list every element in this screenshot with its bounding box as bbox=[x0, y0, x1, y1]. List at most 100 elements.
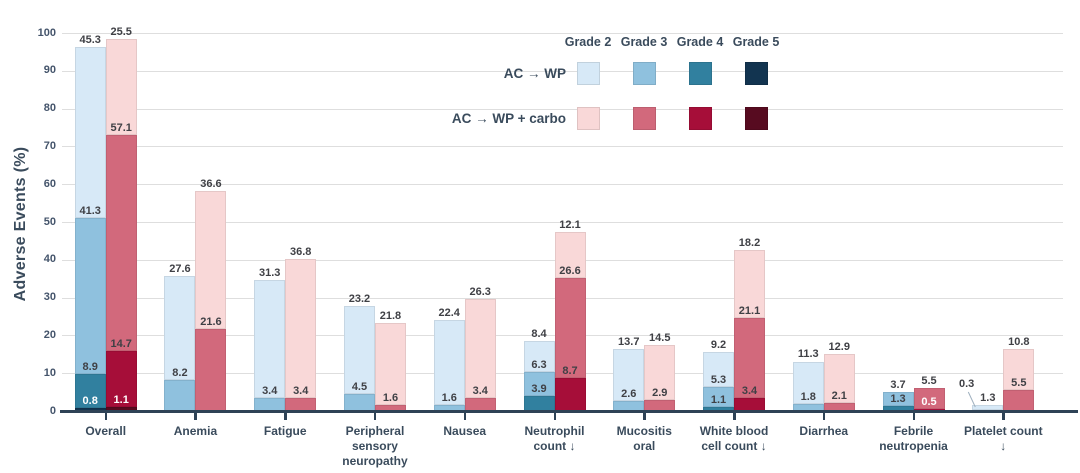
stacked-bar bbox=[433, 320, 465, 411]
bar-segment bbox=[343, 306, 375, 394]
value-label: 13.7 bbox=[618, 336, 640, 349]
bar-segment bbox=[972, 404, 1004, 410]
bar-segment bbox=[164, 275, 196, 381]
value-label: 21.8 bbox=[379, 309, 402, 322]
value-label: 14.7 bbox=[110, 338, 132, 351]
category-tick bbox=[733, 411, 736, 420]
value-label: 6.3 bbox=[531, 359, 547, 372]
value-label: 0.5 bbox=[921, 396, 937, 409]
gridline bbox=[62, 184, 1063, 186]
category-label: Platelet count ↓ bbox=[963, 424, 1043, 453]
category-tick bbox=[194, 411, 197, 420]
bar-segment bbox=[374, 322, 406, 405]
bar-segment bbox=[554, 277, 586, 379]
y-tick-label: 80 bbox=[43, 102, 56, 115]
category-tick bbox=[463, 411, 467, 420]
legend-swatch bbox=[576, 62, 600, 85]
bar-segment bbox=[523, 372, 555, 397]
value-label: 0.3 bbox=[959, 378, 975, 390]
value-label: 22.4 bbox=[438, 307, 460, 320]
stacked-bar bbox=[254, 279, 286, 411]
stacked-bar bbox=[164, 275, 196, 411]
value-label: 12.9 bbox=[828, 341, 850, 354]
bar-segment bbox=[74, 47, 106, 219]
bar-segment bbox=[554, 231, 586, 278]
stacked-bar bbox=[374, 322, 406, 411]
category-tick bbox=[912, 411, 916, 420]
stacked-bar bbox=[823, 354, 855, 411]
value-label: 3.7 bbox=[890, 379, 906, 392]
value-label: 26.6 bbox=[559, 264, 581, 277]
bar-segment bbox=[74, 218, 106, 375]
value-label: 1.3 bbox=[890, 393, 906, 406]
value-label: 8.7 bbox=[562, 365, 578, 378]
value-label: 9.2 bbox=[710, 339, 727, 352]
y-tick-label: 60 bbox=[43, 177, 56, 190]
category-tick bbox=[553, 411, 556, 420]
stacked-bar bbox=[613, 349, 645, 411]
stacked-bar bbox=[285, 259, 317, 411]
y-tick-label: 70 bbox=[43, 139, 56, 152]
value-label: 3.9 bbox=[531, 383, 547, 396]
value-label: 25.5 bbox=[110, 26, 132, 39]
legend-swatch bbox=[688, 62, 712, 85]
bar-segment bbox=[882, 392, 914, 407]
bar-segment bbox=[913, 388, 945, 410]
value-label: 2.1 bbox=[831, 390, 847, 403]
bar-segment bbox=[105, 351, 137, 407]
gridline bbox=[62, 222, 1063, 223]
category-label: Anemia bbox=[173, 424, 218, 438]
bar-segment bbox=[105, 39, 137, 136]
value-label: 3.4 bbox=[472, 385, 488, 398]
value-label: 1.3 bbox=[980, 391, 996, 404]
value-label: 12.1 bbox=[559, 218, 581, 231]
bar-segment bbox=[523, 396, 555, 411]
stacked-bar bbox=[703, 352, 735, 411]
stacked-bar bbox=[554, 231, 586, 411]
value-label: 27.6 bbox=[169, 262, 191, 275]
legend-swatch bbox=[632, 107, 656, 130]
value-label: 8.4 bbox=[531, 327, 547, 340]
bar-segment bbox=[464, 298, 496, 399]
legend-swatch bbox=[632, 62, 656, 85]
bar-segment bbox=[734, 249, 766, 319]
value-label: 2.6 bbox=[621, 388, 637, 401]
gridline bbox=[62, 108, 1063, 110]
category-label: Peripheral sensory neuropathy bbox=[342, 424, 408, 468]
gridline bbox=[62, 33, 1063, 34]
value-label: 11.3 bbox=[797, 348, 819, 361]
value-label: 45.3 bbox=[79, 33, 101, 46]
value-label: 36.8 bbox=[290, 246, 312, 259]
bar-segment bbox=[433, 320, 465, 405]
y-tick-label: 20 bbox=[43, 328, 56, 341]
bar-segment bbox=[644, 345, 676, 401]
legend-swatch bbox=[576, 107, 600, 130]
category-tick bbox=[1002, 411, 1005, 420]
value-label: 23.2 bbox=[348, 293, 371, 306]
bar-segment bbox=[254, 279, 286, 399]
value-label: 41.3 bbox=[79, 205, 101, 218]
value-label: 36.6 bbox=[200, 178, 222, 190]
gridline bbox=[62, 70, 1063, 72]
bar-segment bbox=[164, 380, 196, 411]
legend-grade-header: Grade 3 bbox=[620, 35, 668, 49]
value-label: 5.3 bbox=[710, 373, 727, 386]
y-tick-label: 40 bbox=[43, 253, 56, 266]
value-label: 5.5 bbox=[921, 375, 937, 388]
legend-swatch bbox=[688, 107, 712, 130]
stacked-bar bbox=[464, 298, 496, 411]
value-label: 18.2 bbox=[738, 236, 761, 249]
bar-segment bbox=[195, 329, 227, 411]
value-label: 1.1 bbox=[113, 393, 129, 406]
plot-area: 45.3 41.3 8.9 0.8 25.5 57.1 14.7 1.1 27.6 8.2 36.6… bbox=[62, 26, 1063, 411]
category-label: Fatigue bbox=[263, 424, 307, 438]
legend-grade-header: Grade 2 bbox=[564, 35, 612, 49]
bar-segment bbox=[195, 191, 227, 330]
value-label: 14.5 bbox=[649, 332, 671, 345]
value-label: 31.3 bbox=[259, 266, 281, 279]
bar-segment bbox=[734, 318, 766, 399]
value-label: 1.1 bbox=[710, 393, 727, 406]
legend-arm-label: AC → WP bbox=[503, 66, 566, 81]
bar-segment bbox=[613, 349, 645, 402]
